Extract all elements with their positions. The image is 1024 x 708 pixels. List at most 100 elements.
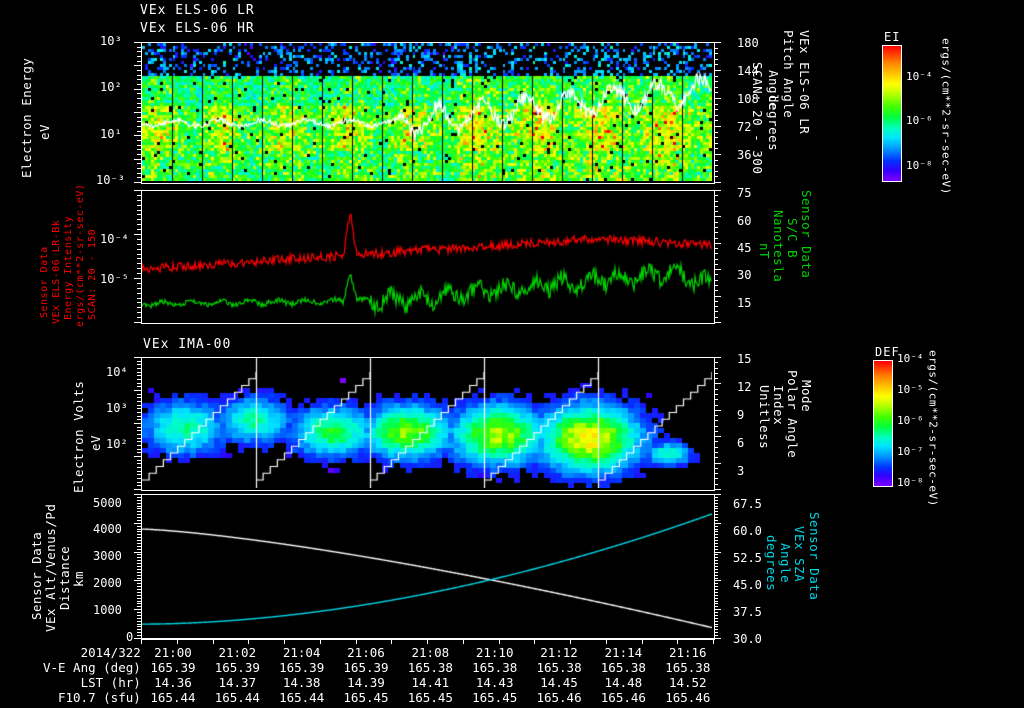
panel4-right-label-1: VEx SZA	[792, 526, 808, 583]
panel3-title: VEx IMA-00	[143, 337, 232, 352]
axis-tick-minor	[714, 600, 718, 602]
axis-tick-minor	[137, 548, 141, 550]
axis-tick-minor	[137, 56, 141, 57]
axis-tick-major	[714, 126, 721, 127]
colorbar2[interactable]	[873, 360, 893, 487]
axis-tick-minor	[714, 232, 718, 234]
panel3-right-label-3: Unitless	[757, 385, 773, 450]
axis-tick-minor	[137, 46, 141, 48]
axis-tick-minor	[714, 430, 718, 432]
axis-tick-major	[134, 551, 141, 553]
table-cell-f107-7: 165.46	[600, 690, 646, 705]
axis-tick-major	[714, 70, 721, 71]
axis-tick-minor	[714, 505, 718, 507]
axis-tick-minor	[137, 199, 141, 201]
axis-tick-major	[714, 436, 721, 438]
axis-tick-minor	[714, 560, 718, 562]
panel4-ytick-right-0: 67.5	[733, 497, 762, 511]
axis-tick-minor	[137, 508, 141, 510]
table-row-lst: LST (hr) 14.36 14.37 14.38 14.39 14.41 14.43 14…	[0, 675, 720, 690]
panel4-right-label-2: Angle	[778, 543, 794, 584]
table-row-ve-ang: V-E Ang (deg) 165.39 165.39 165.39 165.39 165…	[0, 660, 720, 675]
axis-tick-minor	[137, 426, 141, 428]
axis-tick-minor	[137, 591, 141, 593]
axis-tick-minor	[714, 311, 718, 313]
table-cell-lst-4: 14.41	[411, 675, 450, 690]
axis-tick-minor	[714, 64, 718, 66]
axis-tick-minor	[137, 224, 141, 226]
axis-tick-minor	[137, 577, 141, 579]
axis-tick-minor	[137, 571, 141, 573]
panel2-line-chart[interactable]	[141, 190, 715, 324]
panel4-ytick-5: 0	[126, 630, 134, 644]
axis-tick-minor	[137, 632, 141, 634]
panel4-ytick-right-3: 45.0	[733, 578, 762, 592]
table-cell-time-0: 21:00	[154, 645, 192, 660]
axis-tick-minor	[714, 372, 718, 374]
table-cell-time-7: 21:14	[604, 645, 643, 660]
panel4-right-label-3: degrees	[764, 535, 780, 592]
axis-tick-minor	[137, 437, 141, 439]
colorbar2-units: ergs/(cm**2-sr-sec-eV)	[926, 350, 940, 507]
axis-tick-major	[714, 357, 721, 358]
axis-tick-minor	[714, 612, 718, 614]
axis-tick-minor	[137, 168, 141, 169]
panel4-line-chart[interactable]	[141, 494, 715, 640]
panel1-ytick-right-0: 180	[737, 36, 759, 50]
axis-tick-minor	[714, 517, 718, 519]
axis-tick-minor	[714, 362, 718, 364]
table-cell-f107-5: 165.45	[472, 690, 518, 705]
axis-tick-minor	[137, 459, 141, 461]
axis-tick-minor	[137, 209, 141, 211]
panel3-right-label-1: Polar Angle	[785, 370, 801, 459]
panel2-left-label-0: Sensor Data	[39, 246, 50, 318]
table-cell-time-4: 21:08	[411, 645, 450, 660]
axis-tick-minor	[714, 457, 718, 459]
axis-tick-minor	[137, 430, 141, 432]
axis-tick-minor	[714, 635, 718, 637]
axis-tick-major	[714, 494, 721, 495]
axis-tick-major	[134, 278, 141, 279]
axis-tick-minor	[137, 177, 141, 179]
axis-tick-minor	[714, 226, 718, 228]
panel1-spectrogram[interactable]	[141, 42, 715, 184]
axis-tick-minor	[137, 154, 141, 155]
panel3-spectrogram[interactable]	[141, 357, 715, 491]
colorbar1[interactable]	[882, 45, 902, 182]
table-cell-f107-1: 165.44	[214, 690, 260, 705]
axis-tick-minor	[714, 131, 718, 133]
x-axis-tick	[248, 638, 249, 644]
axis-tick-major	[134, 112, 141, 113]
axis-tick-minor	[137, 292, 141, 294]
x-axis-tick	[427, 638, 428, 644]
panel3-ytick-0: 10⁴	[106, 365, 128, 379]
axis-tick-minor	[714, 603, 718, 605]
axis-tick-minor	[137, 568, 141, 570]
panel3-ytick-2: 10²	[106, 437, 128, 451]
panel2-ytick-right-0: 75	[737, 186, 752, 200]
axis-tick-minor	[714, 253, 718, 255]
axis-tick-minor	[714, 554, 718, 556]
axis-tick-major	[714, 609, 721, 611]
axis-tick-major	[134, 456, 141, 457]
axis-tick-minor	[137, 130, 141, 132]
axis-tick-minor	[714, 589, 718, 591]
axis-tick-minor	[714, 92, 718, 94]
axis-tick-minor	[137, 626, 141, 628]
table-cell-f107-2: 165.44	[279, 690, 325, 705]
panel2-left-label-2: Energy Intensity	[63, 215, 74, 320]
axis-tick-minor	[137, 375, 141, 377]
axis-tick-minor	[714, 540, 718, 542]
panel4-ytick-right-1: 60.0	[733, 524, 762, 538]
axis-tick-minor	[137, 107, 141, 109]
panel3-ytick-1: 10³	[106, 401, 128, 415]
axis-tick-minor	[137, 70, 141, 71]
axis-tick-minor	[714, 263, 718, 265]
axis-tick-minor	[137, 554, 141, 556]
axis-tick-minor	[137, 574, 141, 576]
table-cell-ve-ang-4: 165.38	[407, 660, 453, 675]
axis-tick-minor	[714, 632, 718, 634]
table-rowhead-lst: LST (hr)	[80, 675, 141, 690]
x-axis-tick	[534, 638, 535, 644]
panel1-ytick-right-3: 72	[737, 120, 752, 134]
